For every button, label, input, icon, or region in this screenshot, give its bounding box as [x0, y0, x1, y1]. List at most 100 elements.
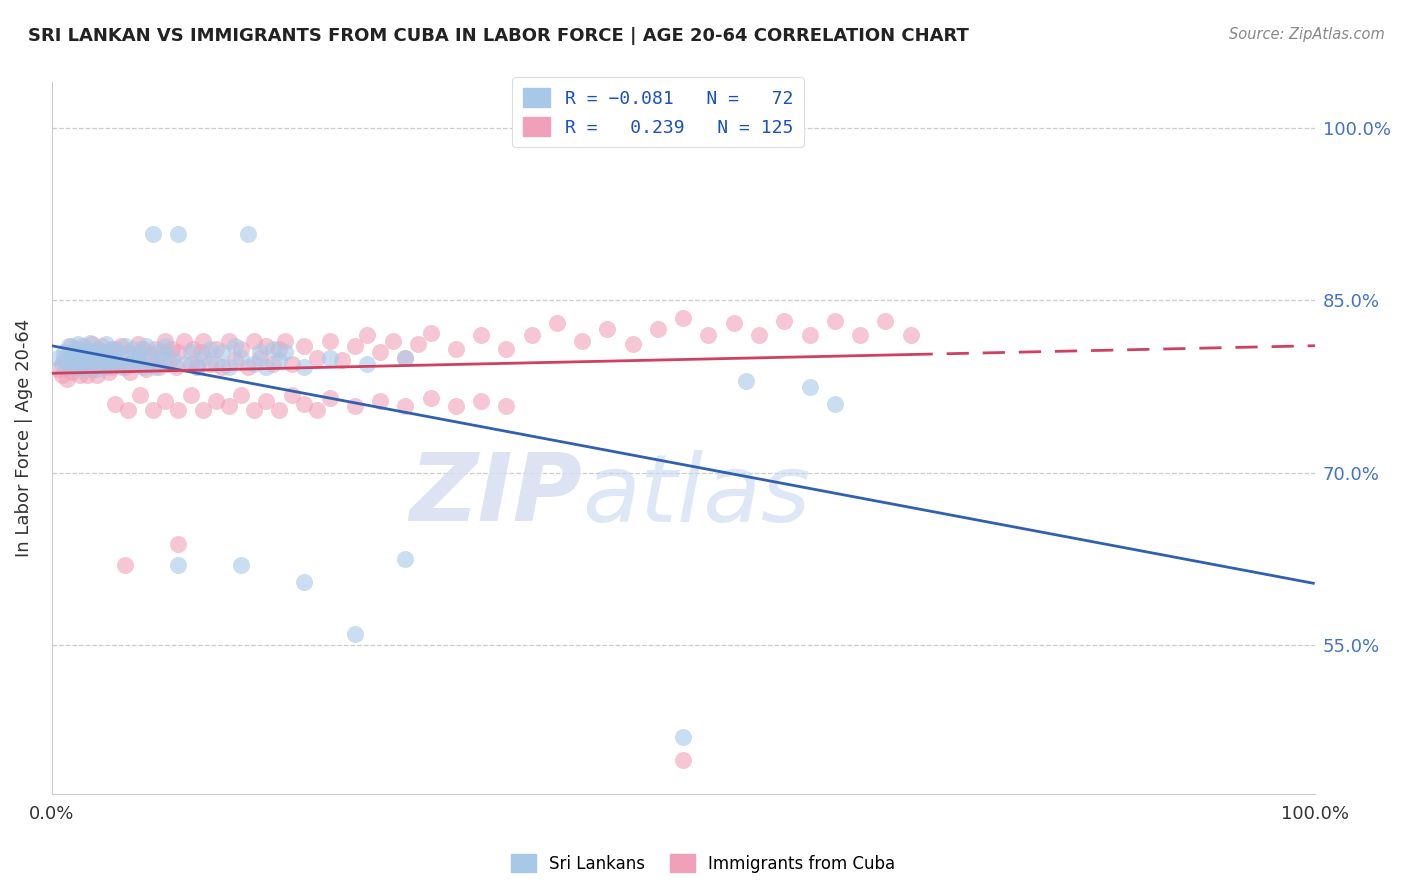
Point: [89, 353, 111, 368]
Point: [51, 368, 73, 382]
Point: [89, 357, 111, 371]
Point: [672, 730, 695, 744]
Legend: R = −0.081   N =   72, R =   0.239   N = 125: R = −0.081 N = 72, R = 0.239 N = 125: [512, 77, 804, 147]
Point: [330, 353, 353, 368]
Point: [824, 397, 846, 411]
Point: [67, 337, 90, 351]
Point: [621, 337, 644, 351]
Legend: Sri Lankans, Immigrants from Cuba: Sri Lankans, Immigrants from Cuba: [503, 847, 903, 880]
Point: [748, 327, 770, 342]
Point: [343, 339, 366, 353]
Point: [318, 351, 340, 365]
Point: [305, 351, 328, 365]
Point: [139, 347, 162, 361]
Point: [46, 351, 69, 365]
Point: [59, 339, 82, 353]
Point: [824, 314, 846, 328]
Point: [735, 374, 758, 388]
Point: [73, 359, 96, 374]
Point: [139, 351, 162, 365]
Point: [343, 399, 366, 413]
Point: [53, 345, 76, 359]
Point: [231, 342, 253, 356]
Point: [224, 353, 246, 368]
Point: [104, 342, 127, 356]
Point: [799, 327, 821, 342]
Point: [249, 351, 271, 365]
Point: [79, 353, 101, 368]
Point: [356, 357, 378, 371]
Point: [292, 574, 315, 589]
Point: [173, 357, 195, 371]
Text: Source: ZipAtlas.com: Source: ZipAtlas.com: [1229, 27, 1385, 42]
Point: [86, 342, 108, 356]
Point: [104, 353, 127, 368]
Point: [205, 342, 228, 356]
Point: [274, 334, 297, 348]
Point: [91, 339, 114, 353]
Point: [262, 342, 284, 356]
Point: [127, 353, 149, 368]
Point: [160, 342, 183, 356]
Point: [156, 357, 179, 371]
Point: [318, 391, 340, 405]
Point: [231, 351, 253, 365]
Point: [53, 351, 76, 365]
Point: [305, 402, 328, 417]
Point: [167, 558, 190, 572]
Point: [98, 357, 121, 371]
Point: [243, 334, 266, 348]
Point: [167, 402, 190, 417]
Point: [82, 337, 104, 351]
Point: [900, 327, 922, 342]
Point: [56, 353, 79, 368]
Point: [107, 357, 129, 371]
Point: [165, 359, 187, 374]
Point: [249, 345, 271, 359]
Point: [205, 394, 228, 409]
Point: [97, 351, 120, 365]
Point: [193, 402, 215, 417]
Point: [193, 351, 215, 365]
Point: [129, 357, 152, 371]
Point: [107, 345, 129, 359]
Point: [495, 399, 517, 413]
Point: [131, 342, 153, 356]
Y-axis label: In Labor Force | Age 20-64: In Labor Force | Age 20-64: [15, 319, 32, 558]
Point: [546, 317, 568, 331]
Point: [596, 322, 619, 336]
Point: [231, 387, 253, 401]
Point: [122, 342, 145, 356]
Point: [110, 339, 132, 353]
Point: [97, 365, 120, 379]
Point: [181, 342, 204, 356]
Point: [173, 334, 195, 348]
Point: [256, 394, 278, 409]
Point: [193, 334, 215, 348]
Point: [419, 326, 441, 340]
Point: [368, 345, 391, 359]
Point: [419, 391, 441, 405]
Point: [292, 359, 315, 374]
Point: [46, 362, 69, 376]
Point: [131, 359, 153, 374]
Point: [180, 387, 202, 401]
Point: [66, 357, 89, 371]
Point: [198, 357, 221, 371]
Point: [292, 339, 315, 353]
Point: [160, 351, 183, 365]
Point: [647, 322, 669, 336]
Point: [267, 342, 290, 356]
Point: [110, 359, 132, 374]
Point: [243, 402, 266, 417]
Point: [82, 345, 104, 359]
Point: [104, 397, 127, 411]
Point: [51, 357, 73, 371]
Point: [267, 353, 290, 368]
Point: [672, 310, 695, 325]
Point: [218, 334, 240, 348]
Point: [58, 339, 80, 353]
Point: [118, 357, 141, 371]
Point: [117, 351, 139, 365]
Point: [86, 368, 108, 382]
